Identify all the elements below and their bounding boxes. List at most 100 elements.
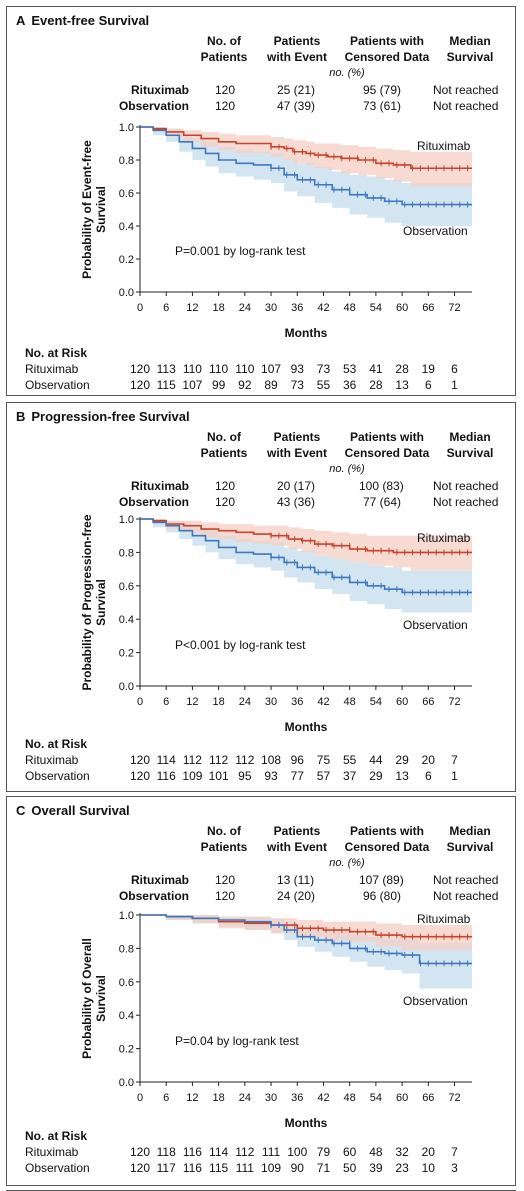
x-tick-label: 6 — [163, 696, 169, 708]
y-axis-label: Probability of Event-free Survival — [80, 140, 108, 279]
header-censored: Patients with Censored Data — [344, 824, 430, 854]
risk-count: 112 — [235, 753, 255, 767]
x-tick-label: 66 — [422, 696, 434, 708]
cell-median: Not reached — [433, 479, 499, 493]
risk-count: 110 — [209, 362, 229, 376]
risk-count: 116 — [156, 769, 176, 783]
risk-label-observation: Observation — [25, 378, 90, 392]
risk-count: 39 — [369, 1161, 383, 1175]
risk-count: 120 — [129, 1161, 151, 1175]
risk-count: 120 — [129, 769, 151, 783]
risk-count: 112 — [182, 753, 202, 767]
risk-count: 89 — [264, 378, 278, 392]
x-tick-label: 48 — [344, 696, 356, 708]
y-axis-label-line: Probability of Overall — [80, 938, 94, 1059]
unit-label: no. (%) — [329, 67, 365, 79]
x-tick-label: 36 — [291, 302, 303, 314]
x-tick-label: 60 — [396, 1092, 408, 1104]
risk-count: 120 — [129, 362, 151, 376]
cell-censored: 73 (61) — [363, 99, 402, 113]
ci-band-rituximab — [140, 915, 472, 952]
y-tick-label: 0.2 — [119, 648, 134, 660]
header-median: Median Survival — [446, 34, 494, 64]
y-tick-label: 0.4 — [119, 1010, 134, 1022]
cell-n: 120 — [214, 495, 236, 509]
x-tick-label: 60 — [396, 696, 408, 708]
y-axis-label-line: Survival — [94, 186, 108, 233]
p-value-annotation: P=0.04 by log-rank test — [175, 1034, 299, 1048]
panel-title: A Event-free Survival — [16, 13, 149, 28]
panel-title: C Overall Survival — [16, 803, 130, 818]
risk-count: 6 — [424, 378, 432, 392]
cell-median: Not reached — [433, 83, 499, 97]
cell-censored: 100 (83) — [359, 479, 404, 493]
y-tick-label: 0.2 — [119, 1044, 134, 1056]
x-tick-label: 42 — [317, 696, 329, 708]
x-tick-label: 54 — [370, 302, 382, 314]
header-censored: Patients with Censored Data — [344, 430, 430, 460]
risk-count: 71 — [316, 1161, 331, 1175]
risk-label-observation: Observation — [25, 769, 90, 783]
risk-count: 120 — [129, 753, 151, 767]
risk-count: 7 — [451, 753, 458, 767]
risk-count: 3 — [451, 1161, 458, 1175]
y-tick-label: 0.4 — [119, 614, 134, 626]
risk-count: 93 — [290, 362, 304, 376]
cell-censored: 107 (89) — [359, 873, 404, 887]
unit-label: no. (%) — [329, 857, 365, 869]
cell-censored: 77 (64) — [363, 495, 402, 509]
header-n-patients: No. of Patients — [200, 824, 248, 854]
risk-count: 23 — [395, 1161, 409, 1175]
risk-count: 7 — [451, 1145, 458, 1159]
risk-count: 93 — [264, 769, 278, 783]
header-with-event: Patients with Event — [266, 34, 327, 64]
risk-count: 73 — [290, 378, 304, 392]
risk-count: 107 — [261, 362, 282, 376]
cell-censored: 96 (80) — [363, 889, 402, 903]
panel-letter: C — [16, 803, 26, 818]
risk-count: 55 — [316, 378, 331, 392]
header-median: Median Survival — [446, 430, 494, 460]
km-plot: 0.0 0.2 0.4 0.6 0.8 1.0 0 6 12 18 24 30 36 42 48 54 60 66… — [80, 514, 472, 734]
risk-count: 37 — [342, 769, 357, 783]
p-value-annotation: P=0.001 by log-rank test — [175, 244, 306, 258]
cell-n: 120 — [214, 83, 236, 97]
y-axis-label-line: Probability of Event-free — [80, 140, 94, 279]
risk-count: 116 — [182, 1161, 202, 1175]
cell-median: Not reached — [433, 889, 499, 903]
x-tick-label: 24 — [239, 696, 251, 708]
x-tick-label: 18 — [213, 1092, 225, 1104]
risk-count: 99 — [211, 378, 226, 392]
risk-count: 114 — [156, 753, 176, 767]
risk-count: 112 — [209, 753, 229, 767]
row-label-rituximab: Rituximab — [130, 873, 189, 887]
risk-count: 29 — [395, 753, 409, 767]
y-axis-label-line: Survival — [94, 975, 108, 1022]
risk-count: 115 — [156, 378, 176, 392]
risk-count: 48 — [369, 1145, 383, 1159]
risk-count: 117 — [156, 1161, 176, 1175]
x-axis-label: Months — [285, 1116, 328, 1130]
risk-count: 44 — [369, 753, 383, 767]
ci-band-rituximab — [140, 519, 472, 573]
risk-count: 60 — [342, 1145, 357, 1159]
panel-letter: B — [16, 409, 26, 424]
risk-count: 90 — [290, 1161, 304, 1175]
risk-count: 41 — [369, 362, 383, 376]
risk-label-rituximab: Rituximab — [25, 362, 79, 376]
y-tick-label: 0.8 — [119, 547, 134, 559]
x-tick-label: 36 — [291, 696, 303, 708]
risk-count: 29 — [369, 769, 383, 783]
risk-count: 53 — [342, 362, 357, 376]
panel-title-text: Event-free Survival — [31, 13, 150, 28]
row-label-observation: Observation — [118, 495, 189, 509]
series-label-rituximab: Rituximab — [417, 912, 471, 926]
risk-count: 19 — [421, 362, 435, 376]
x-tick-label: 72 — [448, 696, 460, 708]
risk-label-rituximab: Rituximab — [25, 1145, 79, 1159]
x-axis-label: Months — [285, 720, 328, 734]
cell-censored: 95 (79) — [363, 83, 402, 97]
risk-count: 110 — [182, 362, 202, 376]
x-axis-label: Months — [285, 326, 328, 340]
panel-title: B Progression-free Survival — [16, 409, 190, 424]
